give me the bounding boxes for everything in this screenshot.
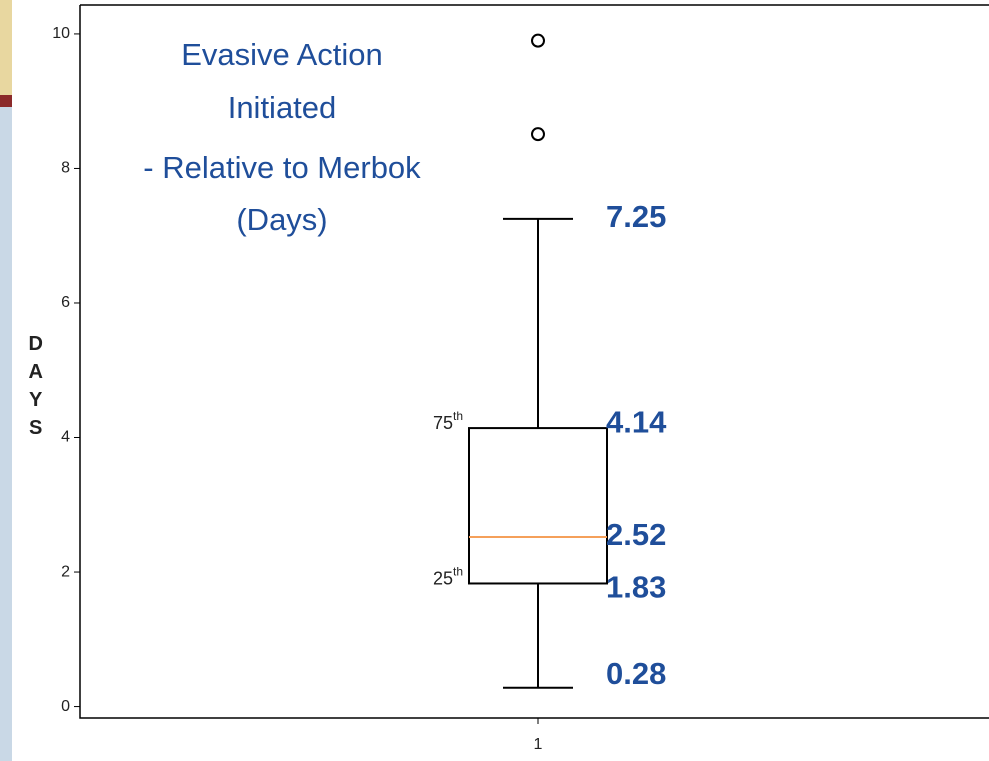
background-strip [0,0,12,100]
outlier [531,127,545,142]
y-tick-label: 2 [61,563,70,580]
y-tick-label: 10 [52,25,70,42]
quartile-number: 25 [433,568,453,588]
x-tick-label: 1 [534,736,543,753]
value-label: 1.83 [606,570,666,605]
background-strip [0,0,12,761]
quartile-suffix: th [453,565,463,579]
value-label: 2.52 [606,517,666,552]
value-label: 7.25 [606,199,666,234]
value-label: 0.28 [606,656,666,691]
chart-title: (Days) [236,202,327,237]
chart-title: - Relative to Merbok [143,150,421,185]
box [468,427,608,585]
y-tick-label: 4 [61,429,70,446]
background [12,0,989,761]
value-label: 4.14 [606,404,667,439]
y-tick-label: 6 [61,294,70,311]
quartile-number: 75 [433,413,453,433]
background-strip [0,95,12,107]
quartile-label: 75th [433,409,463,433]
quartile-suffix: th [453,409,463,423]
y-axis-label: DAYS [25,333,47,445]
y-tick-label: 0 [61,698,70,715]
outlier [531,33,545,48]
plot-frame [79,4,989,719]
y-tick-label: 8 [61,160,70,177]
chart-title: Evasive Action [181,37,383,72]
chart-title: Initiated [228,90,337,125]
quartile-label: 25th [433,565,463,589]
